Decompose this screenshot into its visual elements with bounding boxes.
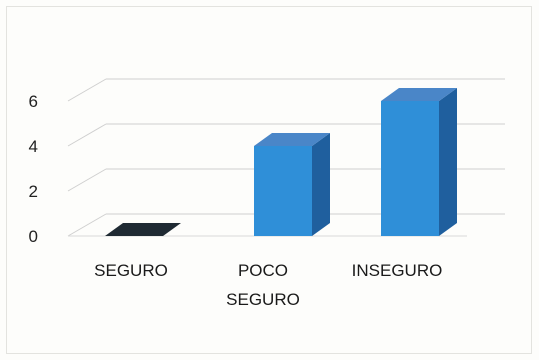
chart-frame — [6, 6, 532, 354]
bar-side-2 — [439, 88, 457, 236]
bar-0 — [105, 223, 181, 236]
bar-2 — [381, 101, 439, 236]
x-tick-label-2: INSEGURO — [352, 261, 443, 280]
y-tick-label-2: 4 — [29, 137, 38, 156]
gridline-depth-0 — [67, 213, 107, 237]
bar-top-2 — [381, 88, 457, 101]
y-tick-label-1: 2 — [29, 182, 38, 201]
gridline-depth-2 — [67, 123, 107, 147]
bar-side-1 — [312, 133, 330, 236]
bar-top-1 — [254, 133, 330, 146]
gridline-depth-1 — [67, 168, 107, 192]
x-tick-label-0: SEGURO — [94, 261, 168, 280]
bar-1 — [254, 146, 312, 236]
y-tick-label-3: 6 — [29, 92, 38, 111]
y-tick-label-0: 0 — [29, 227, 38, 246]
x-tick-label-1: POCO SEGURO — [226, 261, 300, 309]
gridline-depth-3 — [67, 78, 107, 102]
